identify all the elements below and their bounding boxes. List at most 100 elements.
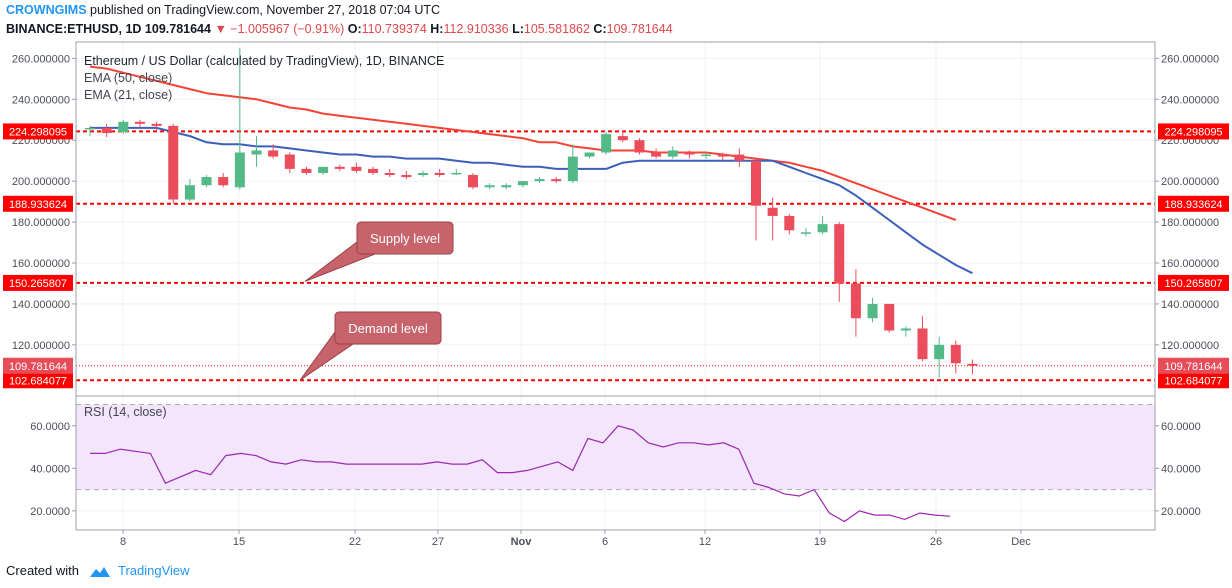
candle-body [368,168,379,173]
close-label: C: [593,22,607,36]
level-badge-bg [3,372,73,389]
price-tick-label: 140.000000 [12,299,70,311]
rsi-tick-label: 60.0000 [30,421,70,433]
candle-body [85,127,95,130]
candle-body [934,344,945,360]
price-tick-label: 260.000000 [1161,53,1219,65]
legend: Ethereum / US Dollar (calculated by Trad… [84,54,444,419]
rsi-title: RSI (14, close) [84,405,167,419]
candle-body [101,127,112,134]
candle-body [218,177,229,186]
open-label: O: [347,22,362,36]
last-price: 109.781644 [144,22,211,36]
published-text: published on TradingView.com, November 2… [90,3,441,17]
candle-body [900,328,911,331]
level-badge-bg [1158,123,1229,140]
candle-body [701,154,712,157]
chart-title: Ethereum / US Dollar (calculated by Trad… [84,54,444,68]
last-price-badge: 109.781644 [1164,361,1222,373]
candle-body [617,136,628,141]
price-tick-label: 140.000000 [1161,299,1219,311]
last-price-badge-bg [3,357,73,374]
price-axis[interactable]: 260.000000 260.000000 240.000000 240.000000… [3,53,1229,518]
ohlc-header: BINANCE:ETHUSD, 1D 109.781644 ▼ −1.00596… [6,22,673,36]
candle-body [384,172,395,176]
candle-body [184,185,195,200]
candle-body [834,224,845,284]
pane-frames [75,41,1156,531]
price-tick-label: 240.000000 [12,94,70,106]
candle-body [917,328,928,360]
ema50-line [89,65,957,221]
last-price-badge: 109.781644 [9,361,67,373]
candle-body [751,160,761,206]
time-tick-label: 15 [233,536,245,548]
candle-body [134,121,145,124]
candle-body [784,215,795,231]
candle-body [734,154,745,161]
rsi-tick-label: 40.0000 [1161,463,1201,475]
created-with-text: Created with [6,563,79,578]
candle-body [351,166,362,171]
candle-body [401,175,412,178]
level-badge: 224.298095 [9,126,67,138]
publish-info: CROWNGIMS published on TradingView.com, … [6,3,440,17]
price-tick-label: 120.000000 [12,340,70,352]
candle-body [234,152,245,188]
candle-body [651,152,662,157]
candle-body [501,185,512,188]
level-badge: 224.298095 [1164,126,1222,138]
candle-body [418,172,428,176]
candle-body [118,121,129,133]
level-badge-bg [1158,274,1229,291]
candle-body [484,185,495,188]
level-badge: 188.933624 [1164,199,1222,211]
time-axis[interactable]: 8 15 22 27 Nov 6 12 19 26 Dec [120,530,1031,548]
rsi-tick-label: 40.0000 [30,463,70,475]
price-tick-label: 200.000000 [12,176,70,188]
level-badge-bg [1158,195,1229,212]
rsi-pane-border [75,395,1156,531]
candle-body [318,166,329,173]
candle-body [268,150,279,157]
callout-box [334,311,442,345]
candle-body [451,172,462,175]
candle-body [301,168,312,173]
ema21-line [90,126,973,275]
level-badge: 188.933624 [9,199,67,211]
time-tick-label: 12 [699,536,711,548]
legend-ema21: EMA (21, close) [84,88,172,102]
callouts: Supply level Demand level [299,221,454,381]
level-badge: 150.265807 [1164,278,1222,290]
rsi-line [90,425,951,523]
level-badge: 102.684077 [9,375,67,387]
candle-body [634,140,645,153]
candle-body [284,154,295,169]
low-label: L: [512,22,524,36]
tradingview-link[interactable]: TradingView [118,563,190,578]
level-badge-bg [3,195,73,212]
time-tick-label: 22 [349,536,361,548]
last-price-badge-bg [1158,357,1229,374]
time-tick-label: 8 [120,536,126,548]
time-tick-label: 6 [602,536,608,548]
candle-body [201,177,212,186]
price-pane-border [75,41,1156,397]
rsi-tick-label: 20.0000 [30,506,70,518]
footer: Created with TradingView [6,563,190,578]
time-tick-label: Nov [511,536,533,548]
price-tick-label: 160.000000 [12,258,70,270]
candle-body [684,152,695,155]
level-badge-bg [1158,372,1229,389]
candle-body [467,175,478,188]
publisher-name[interactable]: CROWNGIMS [6,3,87,17]
candle-body [551,179,562,182]
candle-body [517,181,528,186]
candle-body [584,152,595,157]
rsi-tick-label: 20.0000 [1161,506,1201,518]
candles [85,48,978,378]
symbol-label: BINANCE:ETHUSD, 1D [6,22,142,36]
candle-body [434,172,445,176]
candle-body [867,303,878,319]
